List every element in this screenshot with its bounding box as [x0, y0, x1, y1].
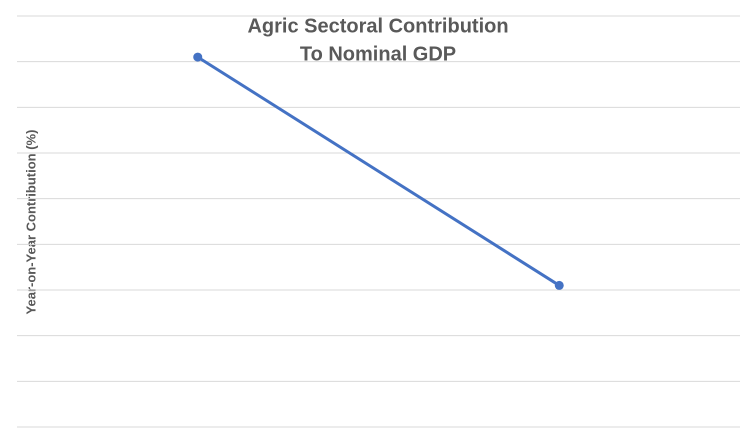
chart-title: To Nominal GDP — [300, 43, 456, 65]
data-point — [193, 52, 203, 62]
data-line — [196, 55, 561, 287]
chart-title: Agric Sectoral Contribution — [247, 15, 508, 37]
y-axis-label: Year-on-Year Contribution (%) — [23, 130, 38, 315]
data-point — [554, 280, 564, 290]
